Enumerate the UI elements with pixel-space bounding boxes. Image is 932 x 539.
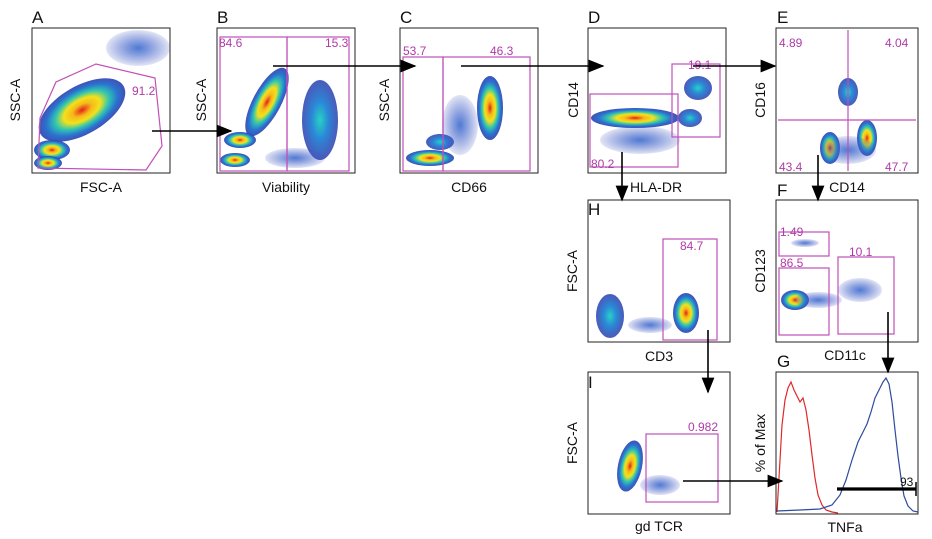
gate-value-i-1: 0.982 — [688, 420, 718, 434]
panel-b: B 84.6 15.3 Viability SSC-A — [193, 8, 356, 195]
panel-d: D 19.1 80.2 HLA-DR CD14 — [565, 8, 727, 195]
gate-value-g-1: 93 — [900, 475, 914, 489]
gate-f-mdc — [837, 256, 895, 335]
x-axis-label-e: CD14 — [829, 179, 865, 195]
plot-frame-a — [31, 27, 171, 174]
density-e — [820, 78, 877, 164]
y-axis-label-c: SSC-A — [376, 78, 392, 121]
x-axis-label-a: FSC-A — [80, 179, 123, 195]
gate-value-e-4: 47.7 — [885, 160, 909, 174]
gate-value-c-2: 46.3 — [490, 44, 514, 58]
density-c — [406, 76, 503, 166]
panel-label-a: A — [32, 8, 44, 27]
y-axis-label-e: CD16 — [752, 82, 768, 118]
panel-a: A 91.2 FSC-A SSC-A — [7, 8, 171, 195]
x-axis-label-c: CD66 — [451, 179, 487, 195]
plot-frame-g — [775, 371, 919, 515]
histogram-sample — [776, 376, 919, 513]
gate-h-cd3 — [662, 238, 718, 341]
gate-f-neg — [778, 267, 830, 336]
gate-d-monocytes — [589, 93, 679, 168]
panel-label-h: H — [588, 200, 600, 219]
gate-value-f-2: 86.5 — [780, 256, 804, 270]
panel-h: H 84.7 CD3 FSC-A — [564, 199, 731, 364]
gate-b-dead — [286, 36, 350, 172]
plot-frame-e — [775, 27, 919, 174]
gate-i-gdtcr — [645, 433, 719, 503]
x-axis-label-i: gd TCR — [635, 518, 683, 534]
panel-c: C 53.7 46.3 CD66 SSC-A — [376, 8, 539, 195]
plot-frame-h — [587, 199, 731, 343]
gate-d-hladr — [671, 63, 721, 138]
panel-g: G 93 TNFa % of Max — [752, 352, 919, 535]
y-axis-label-b: SSC-A — [193, 78, 209, 121]
panel-label-i: I — [588, 373, 593, 392]
gate-value-b-2: 15.3 — [325, 36, 349, 50]
plot-frame-c — [399, 27, 539, 174]
gate-value-f-1: 1.49 — [780, 225, 804, 239]
gate-value-d-1: 19.1 — [688, 58, 712, 72]
density-a — [34, 30, 170, 170]
panel-label-e: E — [777, 8, 788, 27]
y-axis-label-h: FSC-A — [564, 249, 580, 292]
panel-label-c: C — [400, 8, 412, 27]
gate-f-pdc — [778, 231, 830, 257]
y-axis-label-g: % of Max — [752, 414, 768, 472]
gate-value-e-1: 4.89 — [779, 36, 803, 50]
y-axis-label-d: CD14 — [565, 82, 581, 118]
gate-c-pos — [442, 56, 531, 172]
gate-value-h-1: 84.7 — [680, 239, 704, 253]
gate-value-a-1: 91.2 — [132, 84, 156, 98]
x-axis-label-g: TNFa — [828, 519, 863, 535]
density-f — [781, 239, 882, 310]
plot-frame-b — [216, 27, 356, 174]
x-axis-label-h: CD3 — [645, 348, 673, 364]
x-axis-label-d: HLA-DR — [630, 179, 682, 195]
plot-frame-i — [587, 371, 731, 515]
x-axis-label-b: Viability — [262, 179, 310, 195]
y-axis-label-f: CD123 — [752, 249, 768, 293]
gate-value-f-3: 10.1 — [849, 245, 873, 259]
gate-a — [37, 63, 163, 171]
gate-value-d-2: 80.2 — [591, 157, 615, 171]
density-b — [220, 67, 338, 168]
gating-arrows — [152, 59, 895, 488]
panel-e: E 4.89 4.04 43.4 47.7 CD14 CD16 — [752, 8, 919, 195]
density-i — [617, 440, 680, 495]
density-d — [591, 76, 712, 154]
y-axis-label-a: SSC-A — [7, 78, 23, 121]
histogram-control — [776, 380, 839, 514]
panel-label-g: G — [777, 352, 790, 371]
gate-value-e-2: 4.04 — [885, 36, 909, 50]
y-axis-label-i: FSC-A — [564, 421, 580, 464]
panel-f: F 1.49 86.5 10.1 CD11c CD123 — [752, 181, 919, 363]
plot-frame-f — [775, 199, 919, 343]
gate-value-b-1: 84.6 — [219, 36, 243, 50]
panel-label-d: D — [588, 8, 600, 27]
plot-frame-d — [587, 27, 727, 174]
panel-label-b: B — [217, 8, 228, 27]
panel-label-f: F — [777, 181, 787, 200]
gate-value-c-1: 53.7 — [403, 44, 427, 58]
panel-i: I 0.982 gd TCR FSC-A — [564, 371, 731, 534]
gate-value-e-3: 43.4 — [779, 160, 803, 174]
density-h — [596, 293, 699, 338]
x-axis-label-f: CD11c — [824, 347, 866, 363]
